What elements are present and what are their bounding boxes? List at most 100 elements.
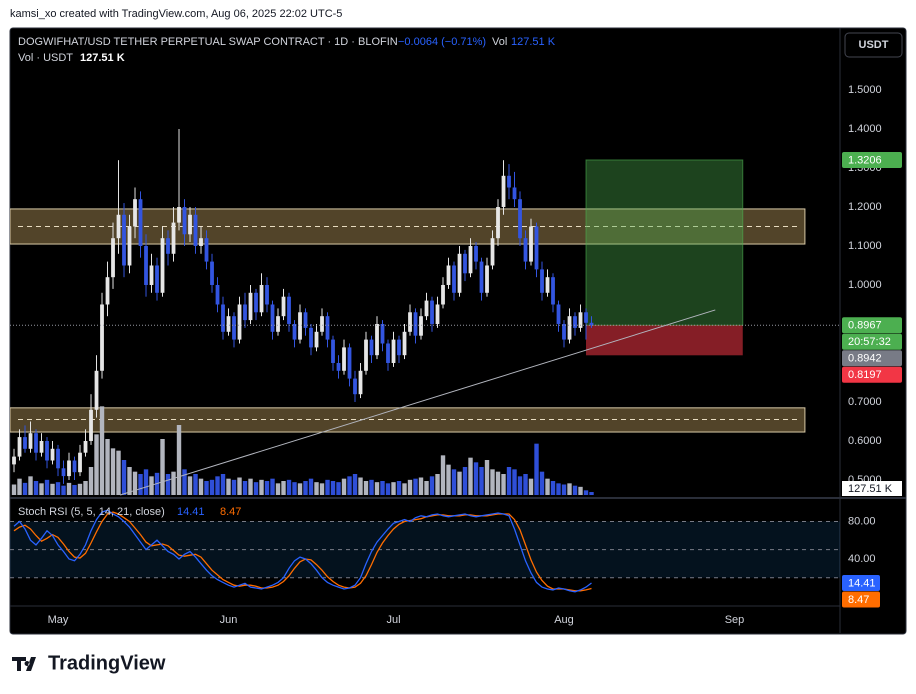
volume-bar <box>512 469 517 495</box>
candle-body <box>584 312 588 323</box>
candle-body <box>160 238 165 293</box>
volume-bar <box>385 483 391 495</box>
volume-bar <box>28 476 33 495</box>
candle-body <box>50 448 55 461</box>
candle-body <box>149 265 154 285</box>
volume-bar <box>391 482 396 495</box>
vol-legend: Vol <box>492 36 507 48</box>
candle-body <box>496 206 500 239</box>
candle-body <box>353 378 357 395</box>
candle-body <box>237 304 242 340</box>
volume-bar <box>187 476 193 495</box>
logo-text: TradingView <box>48 652 166 674</box>
stoch-badge-label: 14.41 <box>848 577 876 589</box>
candle-body <box>12 456 16 465</box>
candle-body <box>507 175 511 188</box>
volume-bar <box>473 462 479 495</box>
candle-body <box>166 238 170 254</box>
volume-bar <box>171 471 176 495</box>
candle-body <box>287 296 291 324</box>
volume-bar <box>523 474 528 495</box>
price-badge <box>842 333 902 350</box>
volume-bar <box>198 478 204 495</box>
candle-body <box>369 339 374 356</box>
volume-bar <box>33 481 39 495</box>
price-badge <box>842 151 902 168</box>
volume-bar <box>264 481 270 495</box>
stoch-line <box>13 511 592 592</box>
volume-bar <box>583 490 589 495</box>
candle-body <box>529 226 533 262</box>
candle-body <box>243 304 247 321</box>
volume-badge <box>842 481 902 496</box>
volume-bar <box>572 485 578 495</box>
y-tick-label: 1.4000 <box>848 123 882 135</box>
volume-bar <box>138 474 143 495</box>
candle-body <box>83 440 88 453</box>
candle-body <box>523 238 528 262</box>
stoch-badge <box>842 574 880 591</box>
volume-bar <box>253 482 259 495</box>
candle-body <box>364 339 368 371</box>
stoch-legend-value: 14.41 <box>177 506 205 518</box>
candle-body <box>556 304 561 324</box>
volume-bar <box>231 479 237 495</box>
position-target <box>585 159 744 326</box>
x-tick-label: Jul <box>386 614 400 626</box>
volume-bar <box>44 479 50 495</box>
volume-bar <box>248 478 253 495</box>
candle-body <box>138 199 143 246</box>
y-tick-label: 1.5000 <box>848 84 882 96</box>
candle-body <box>298 312 302 340</box>
candle-body <box>303 312 308 328</box>
x-tick-label: May <box>48 614 69 626</box>
volume-bar <box>160 439 165 495</box>
candle-body <box>270 304 275 332</box>
candle-body <box>375 323 379 356</box>
candle-body <box>61 468 66 477</box>
volume-bar <box>297 483 303 495</box>
volume-bar <box>352 474 358 495</box>
candle-body <box>28 433 33 449</box>
candle-body <box>424 300 429 317</box>
volume-bar <box>407 479 413 495</box>
candle-body <box>188 214 192 235</box>
price-badge-label: 1.3206 <box>848 154 882 166</box>
volume-bar <box>501 474 506 495</box>
candle-body <box>397 339 401 356</box>
candle-body <box>457 253 462 293</box>
volume-bar <box>545 478 550 495</box>
candle-body <box>133 199 137 227</box>
vol-legend-value: 127.51 K <box>511 36 556 48</box>
candle-body <box>193 214 198 246</box>
price-badge <box>842 317 902 334</box>
currency-button[interactable] <box>844 32 903 58</box>
volume-bar <box>226 478 231 495</box>
candle-body <box>408 312 412 332</box>
volume-bar <box>325 479 330 495</box>
volume-bar <box>77 483 83 495</box>
candle-body <box>182 206 187 235</box>
volume-bar <box>220 474 226 495</box>
candle-body <box>380 323 385 344</box>
volume-bar <box>578 486 583 495</box>
candle-body <box>248 292 253 321</box>
candle-body <box>562 323 566 340</box>
candle-body <box>122 214 126 266</box>
volume-bar <box>429 476 435 495</box>
x-tick-label: Aug <box>554 614 574 626</box>
candle-body <box>210 261 214 285</box>
candle-body <box>292 323 297 340</box>
candle-body <box>155 265 159 293</box>
candle-body <box>127 226 132 266</box>
candle-body <box>490 238 495 266</box>
volume-bar <box>193 474 198 495</box>
candle-body <box>89 409 93 441</box>
currency-button-label[interactable]: USDT <box>859 39 889 51</box>
y-tick-label: 0.6000 <box>848 435 882 447</box>
stoch-badge-label: 8.47 <box>848 594 869 606</box>
volume-bar <box>347 476 352 495</box>
candle-body <box>485 265 489 293</box>
candle-body <box>386 343 390 363</box>
